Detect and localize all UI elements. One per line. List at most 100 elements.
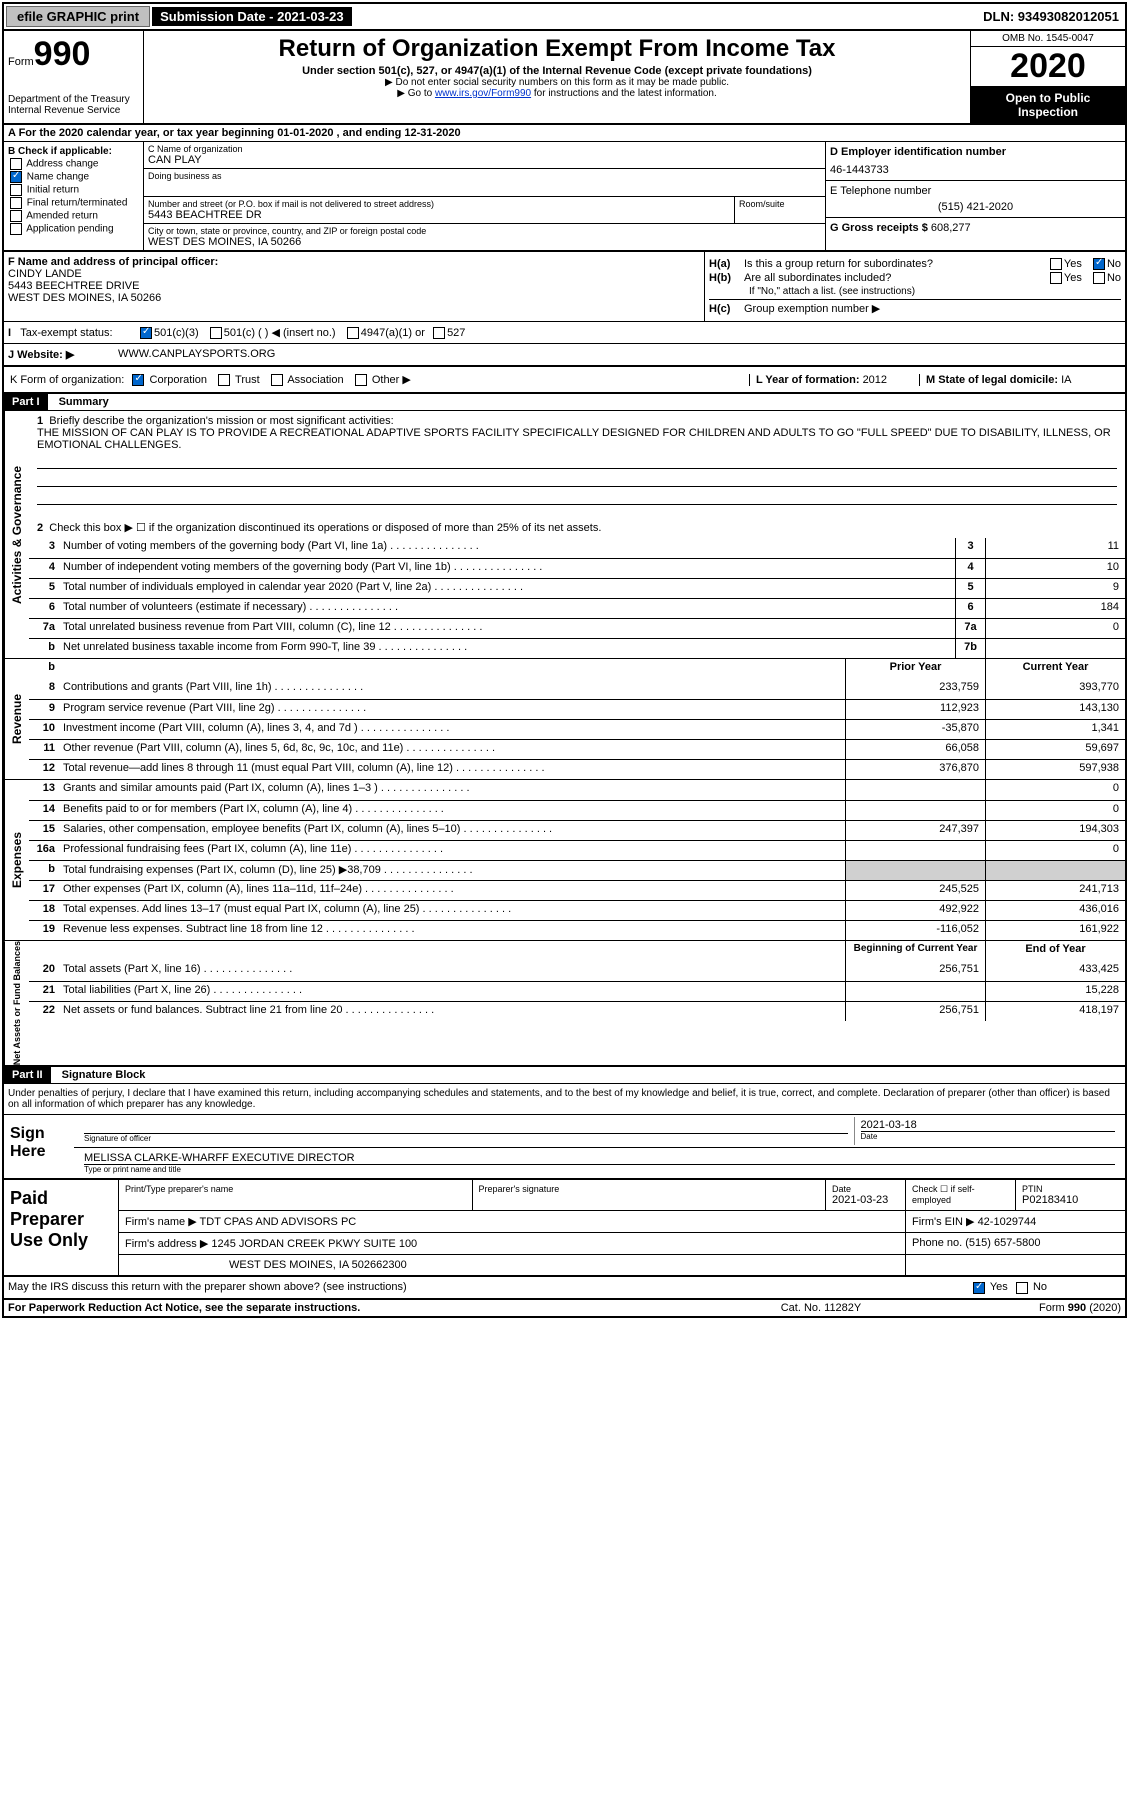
line-num: 12 bbox=[29, 760, 59, 779]
prior-year-value: -116,052 bbox=[845, 921, 985, 940]
colb-checkbox-5[interactable] bbox=[10, 223, 22, 235]
prior-year-header: Prior Year bbox=[845, 659, 985, 679]
vert-expenses: Expenses bbox=[4, 780, 29, 940]
footer-notice: For Paperwork Reduction Act Notice, see … bbox=[8, 1302, 721, 1314]
form-title: Return of Organization Exempt From Incom… bbox=[148, 35, 966, 63]
status-opt3: 527 bbox=[447, 327, 465, 339]
prep-date: 2021-03-23 bbox=[832, 1194, 899, 1206]
gross-label: G Gross receipts $ bbox=[830, 222, 931, 234]
prior-year-value: 376,870 bbox=[845, 760, 985, 779]
status-opt1: 501(c) ( ) ◀ (insert no.) bbox=[224, 326, 336, 339]
status-501c-checkbox[interactable] bbox=[210, 327, 222, 339]
phone-label: E Telephone number bbox=[830, 185, 1121, 197]
part1-title: Summary bbox=[51, 396, 109, 408]
current-year-value: 194,303 bbox=[985, 821, 1125, 840]
line-text: Salaries, other compensation, employee b… bbox=[59, 821, 845, 840]
current-year-value: 143,130 bbox=[985, 700, 1125, 719]
line-num: 11 bbox=[29, 740, 59, 759]
current-year-value: 241,713 bbox=[985, 881, 1125, 900]
irs-link[interactable]: www.irs.gov/Form990 bbox=[435, 88, 531, 99]
line-num: 8 bbox=[29, 679, 59, 699]
prior-year-value bbox=[845, 780, 985, 800]
phone-value: (515) 421-2020 bbox=[830, 201, 1121, 213]
ptin-label: PTIN bbox=[1022, 1184, 1119, 1194]
colb-checkbox-0[interactable] bbox=[10, 158, 22, 170]
line-box: 4 bbox=[955, 559, 985, 578]
line-value: 11 bbox=[985, 538, 1125, 558]
addr-label: Number and street (or P.O. box if mail i… bbox=[148, 199, 730, 209]
kform-corp-checkbox[interactable] bbox=[132, 374, 144, 386]
self-employed-check: Check ☐ if self-employed bbox=[905, 1180, 1015, 1210]
boy-header: Beginning of Current Year bbox=[845, 941, 985, 961]
hb-no-checkbox[interactable] bbox=[1093, 272, 1105, 284]
year-formation: 2012 bbox=[863, 374, 887, 386]
line-num: 18 bbox=[29, 901, 59, 920]
paid-preparer-label: Paid Preparer Use Only bbox=[4, 1180, 119, 1275]
kform-assoc-checkbox[interactable] bbox=[271, 374, 283, 386]
colb-checkbox-3[interactable] bbox=[10, 197, 22, 209]
line-num: 21 bbox=[29, 982, 59, 1001]
officer-name-title: MELISSA CLARKE-WHARFF EXECUTIVE DIRECTOR bbox=[84, 1152, 1115, 1164]
street-address: 5443 BEACHTREE DR bbox=[148, 209, 730, 221]
colb-checkbox-4[interactable] bbox=[10, 210, 22, 222]
firm-phone: (515) 657-5800 bbox=[965, 1237, 1040, 1249]
open-inspection: Open to Public Inspection bbox=[971, 87, 1125, 123]
efile-button[interactable]: efile GRAPHIC print bbox=[6, 6, 150, 27]
form-label: Form bbox=[8, 56, 34, 68]
eoy-value: 433,425 bbox=[985, 961, 1125, 981]
line-value: 0 bbox=[985, 619, 1125, 638]
status-501c3-checkbox[interactable] bbox=[140, 327, 152, 339]
officer-addr1: 5443 BEECHTREE DRIVE bbox=[8, 280, 700, 292]
hb-label: H(b) bbox=[709, 272, 744, 284]
org-name: CAN PLAY bbox=[148, 154, 821, 166]
part1-header: Part I bbox=[4, 394, 48, 410]
kform-trust-checkbox[interactable] bbox=[218, 374, 230, 386]
dba-label: Doing business as bbox=[148, 171, 821, 181]
name-title-label: Type or print name and title bbox=[84, 1164, 1115, 1174]
q1-text: Briefly describe the organization's miss… bbox=[49, 415, 393, 427]
ha-text: Is this a group return for subordinates? bbox=[744, 258, 933, 270]
gross-value: 608,277 bbox=[931, 222, 971, 234]
discuss-yes-checkbox[interactable] bbox=[973, 1282, 985, 1294]
line-text: Number of independent voting members of … bbox=[59, 559, 955, 578]
line-text: Total number of volunteers (estimate if … bbox=[59, 599, 955, 618]
line-value: 10 bbox=[985, 559, 1125, 578]
sig-date: 2021-03-18 bbox=[861, 1119, 1116, 1131]
hb-text: Are all subordinates included? bbox=[744, 272, 891, 284]
discuss-no-checkbox[interactable] bbox=[1016, 1282, 1028, 1294]
status-4947-checkbox[interactable] bbox=[347, 327, 359, 339]
form-subtitle: Under section 501(c), 527, or 4947(a)(1)… bbox=[148, 65, 966, 77]
line-text: Total liabilities (Part X, line 26) bbox=[59, 982, 845, 1001]
line-num: 6 bbox=[29, 599, 59, 618]
form-note2: ▶ Go to www.irs.gov/Form990 for instruct… bbox=[148, 88, 966, 99]
prior-year-value: 66,058 bbox=[845, 740, 985, 759]
colb-checkbox-2[interactable] bbox=[10, 184, 22, 196]
colb-checkbox-1[interactable] bbox=[10, 171, 22, 183]
hb-yes-checkbox[interactable] bbox=[1050, 272, 1062, 284]
line-text: Grants and similar amounts paid (Part IX… bbox=[59, 780, 845, 800]
vert-activities: Activities & Governance bbox=[4, 411, 29, 658]
current-year-value: 161,922 bbox=[985, 921, 1125, 940]
ha-yes-checkbox[interactable] bbox=[1050, 258, 1062, 270]
line-text: Professional fundraising fees (Part IX, … bbox=[59, 841, 845, 860]
line-box: 3 bbox=[955, 538, 985, 558]
current-year-value: 0 bbox=[985, 841, 1125, 860]
current-year-value: 59,697 bbox=[985, 740, 1125, 759]
kform-label: K Form of organization: bbox=[10, 374, 124, 386]
line-num: 7a bbox=[29, 619, 59, 638]
sig-date-label: Date bbox=[861, 1131, 1116, 1141]
line-num: b bbox=[29, 861, 59, 880]
room-label: Room/suite bbox=[739, 199, 821, 209]
status-527-checkbox[interactable] bbox=[433, 327, 445, 339]
current-year-value: 0 bbox=[985, 801, 1125, 820]
line-num: 10 bbox=[29, 720, 59, 739]
status-opt2: 4947(a)(1) or bbox=[361, 327, 425, 339]
line-box: 7a bbox=[955, 619, 985, 638]
prior-year-value: 245,525 bbox=[845, 881, 985, 900]
kform-other-checkbox[interactable] bbox=[355, 374, 367, 386]
firm-addr2: WEST DES MOINES, IA 502662300 bbox=[119, 1255, 905, 1275]
discuss-text: May the IRS discuss this return with the… bbox=[8, 1281, 971, 1293]
ha-no-checkbox[interactable] bbox=[1093, 258, 1105, 270]
status-opt0: 501(c)(3) bbox=[154, 327, 199, 339]
officer-label: F Name and address of principal officer: bbox=[8, 256, 700, 268]
